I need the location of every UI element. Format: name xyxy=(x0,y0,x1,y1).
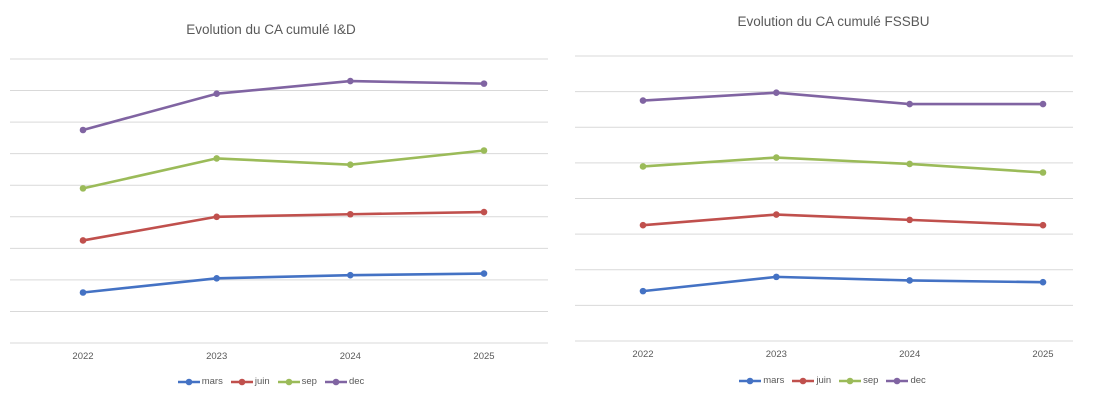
data-point-dec xyxy=(773,89,780,96)
legend-swatch xyxy=(886,377,909,384)
legend-label: sep xyxy=(301,376,317,387)
legend-swatch xyxy=(177,378,200,385)
x-tick-label: 2023 xyxy=(766,349,787,360)
data-point-juin xyxy=(773,211,780,218)
legend-item-dec: dec xyxy=(324,376,365,387)
series-line-sep xyxy=(642,156,1044,174)
x-tick-label: 2022 xyxy=(632,349,653,360)
data-point-mars xyxy=(1039,278,1047,286)
data-point-juin xyxy=(79,237,87,244)
data-point-juin xyxy=(347,210,354,218)
chart-panel-id: Evolution du CA cumulé I&D 2022 2023 2024 2… xyxy=(0,22,552,387)
data-point-mars xyxy=(480,270,488,277)
data-point-dec xyxy=(347,77,354,85)
legend-marker xyxy=(800,377,807,384)
data-point-juin xyxy=(906,216,913,224)
x-tick-label: 2024 xyxy=(340,351,361,362)
data-point-sep xyxy=(213,155,220,162)
data-point-juin xyxy=(639,221,647,229)
series-line-mars xyxy=(82,272,485,294)
x-tick-label: 2023 xyxy=(206,351,227,362)
legend-label: dec xyxy=(348,376,365,387)
legend-item-juin: juin xyxy=(792,375,831,386)
legend-label: mars xyxy=(763,375,785,386)
data-point-sep xyxy=(347,161,354,169)
data-point-dec xyxy=(639,97,647,104)
data-point-sep xyxy=(480,147,488,154)
chart-title: Evolution du CA cumulé I&D xyxy=(186,22,356,37)
legend-item-sep: sep xyxy=(839,375,878,386)
legend-label: juin xyxy=(254,376,270,387)
legend-swatch xyxy=(277,378,300,385)
series-line-dec xyxy=(642,91,1043,106)
chart-plot-fssbu: 2022 2023 2024 2025 xyxy=(575,55,1073,360)
data-point-dec xyxy=(79,126,87,134)
data-point-mars xyxy=(213,275,220,282)
legend-item-sep: sep xyxy=(277,376,317,387)
legend-label: dec xyxy=(910,375,926,386)
legend-swatch xyxy=(324,378,347,385)
chart-plot-id: 2022 2023 2024 2025 xyxy=(10,58,548,362)
legend-marker xyxy=(238,378,246,385)
data-point-mars xyxy=(639,287,647,295)
legend-swatch xyxy=(792,377,815,384)
series-line-juin xyxy=(82,210,485,242)
data-point-sep xyxy=(1039,169,1047,176)
data-point-juin xyxy=(1039,221,1047,229)
legend-swatch xyxy=(739,377,762,384)
data-point-mars xyxy=(906,277,913,284)
data-point-sep xyxy=(773,154,780,161)
chart-panel-fssbu: Evolution du CA cumulé FSSBU 2022 2023 202… xyxy=(565,0,1112,396)
data-point-dec xyxy=(213,90,220,98)
legend-marker xyxy=(285,378,292,385)
chart-legend: mars juin sep dec xyxy=(0,376,552,387)
x-tick-label: 2022 xyxy=(72,351,93,362)
legend-swatch xyxy=(230,378,253,385)
data-point-mars xyxy=(773,273,780,281)
data-point-sep xyxy=(79,185,87,192)
legend-item-dec: dec xyxy=(886,375,926,386)
x-tick-label: 2024 xyxy=(899,349,920,360)
x-tick-label: 2025 xyxy=(1032,349,1053,360)
legend-swatch xyxy=(839,377,862,384)
legend-item-mars: mars xyxy=(739,375,784,386)
legend-label: mars xyxy=(201,376,223,387)
series-line-juin xyxy=(642,213,1044,227)
data-point-juin xyxy=(480,208,488,216)
data-point-sep xyxy=(639,163,647,170)
data-point-dec xyxy=(480,80,488,87)
data-point-dec xyxy=(1039,100,1047,108)
legend-marker xyxy=(746,377,754,384)
legend-item-mars: mars xyxy=(177,376,223,387)
series-line-dec xyxy=(82,79,485,132)
legend-label: juin xyxy=(816,375,832,386)
series-line-mars xyxy=(642,275,1044,293)
legend-marker xyxy=(894,377,901,384)
legend-marker xyxy=(846,377,854,384)
legend-item-juin: juin xyxy=(230,376,270,387)
legend-marker xyxy=(332,378,340,385)
legend-marker xyxy=(185,378,193,385)
data-point-mars xyxy=(79,289,87,296)
data-point-sep xyxy=(906,160,913,168)
data-point-dec xyxy=(906,100,913,108)
series-line-sep xyxy=(82,149,485,190)
x-tick-label: 2025 xyxy=(473,351,494,362)
chart-legend: mars juin sep dec xyxy=(559,375,1106,386)
legend-label: sep xyxy=(863,375,879,386)
data-point-juin xyxy=(213,213,220,221)
chart-title: Evolution du CA cumulé FSSBU xyxy=(737,14,930,29)
data-point-mars xyxy=(347,271,354,279)
